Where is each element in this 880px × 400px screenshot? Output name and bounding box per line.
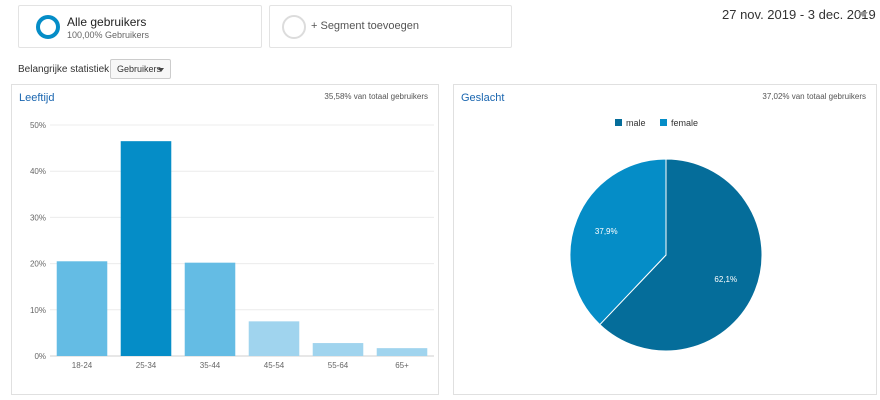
age-panel-title: Leeftijd bbox=[19, 92, 55, 104]
y-tick-label: 40% bbox=[30, 167, 46, 176]
bar bbox=[184, 262, 236, 356]
segment-ring-icon bbox=[36, 15, 60, 39]
bar bbox=[248, 321, 300, 356]
x-tick-label: 18-24 bbox=[72, 361, 93, 370]
select-caret-icon bbox=[158, 68, 164, 72]
y-tick-label: 50% bbox=[30, 121, 46, 130]
age-panel-note: 35,58% van totaal gebruikers bbox=[324, 92, 428, 101]
x-tick-label: 45-54 bbox=[264, 361, 285, 370]
age-panel: Leeftijd 35,58% van totaal gebruikers 0%… bbox=[11, 84, 439, 395]
gender-panel-note: 37,02% van totaal gebruikers bbox=[762, 92, 866, 101]
y-tick-label: 0% bbox=[34, 352, 46, 361]
gender-pie-chart: male female 62,1% 37,9% bbox=[569, 118, 763, 352]
segment-title: Alle gebruikers bbox=[67, 15, 147, 29]
metric-select[interactable]: Gebruikers bbox=[110, 59, 171, 79]
x-tick-label: 65+ bbox=[395, 361, 409, 370]
chevron-down-icon[interactable] bbox=[858, 12, 868, 17]
bar bbox=[120, 141, 172, 356]
date-range-picker[interactable]: 27 nov. 2019 - 3 dec. 2019 bbox=[722, 7, 876, 22]
metric-select-value: Gebruikers bbox=[117, 64, 162, 74]
x-tick-label: 25-34 bbox=[136, 361, 157, 370]
add-segment-button[interactable]: + Segment toevoegen bbox=[269, 5, 512, 48]
legend-label: female bbox=[671, 118, 698, 128]
gender-panel: Geslacht 37,02% van totaal gebruikers ma… bbox=[453, 84, 877, 395]
segment-subtitle: 100,00% Gebruikers bbox=[67, 30, 150, 40]
x-tick-label: 55-64 bbox=[328, 361, 349, 370]
empty-segment-ring-icon bbox=[282, 15, 306, 39]
y-tick-label: 30% bbox=[30, 213, 46, 222]
x-tick-label: 35-44 bbox=[200, 361, 221, 370]
pie-slice bbox=[569, 158, 667, 326]
bar bbox=[56, 261, 108, 356]
metric-label: Belangrijke statistiek: bbox=[18, 64, 112, 75]
slice-label: 37,9% bbox=[595, 227, 618, 236]
slice-label: 62,1% bbox=[714, 275, 737, 284]
legend-label: male bbox=[626, 118, 646, 128]
segment-all-users[interactable]: Alle gebruikers 100,00% Gebruikers bbox=[18, 5, 262, 48]
legend-swatch bbox=[660, 119, 667, 126]
pie-slice bbox=[599, 158, 763, 352]
bar bbox=[312, 343, 364, 356]
bar bbox=[376, 348, 428, 356]
y-tick-label: 10% bbox=[30, 306, 46, 315]
legend-swatch bbox=[615, 119, 622, 126]
age-bar-chart: 0% 10% 20% 30% 40% 50% 18-24 25-34 35-44 45-54 55-… bbox=[30, 121, 434, 370]
gender-panel-title: Geslacht bbox=[461, 92, 505, 104]
add-segment-label: + Segment toevoegen bbox=[311, 20, 419, 32]
y-tick-label: 20% bbox=[30, 260, 46, 269]
